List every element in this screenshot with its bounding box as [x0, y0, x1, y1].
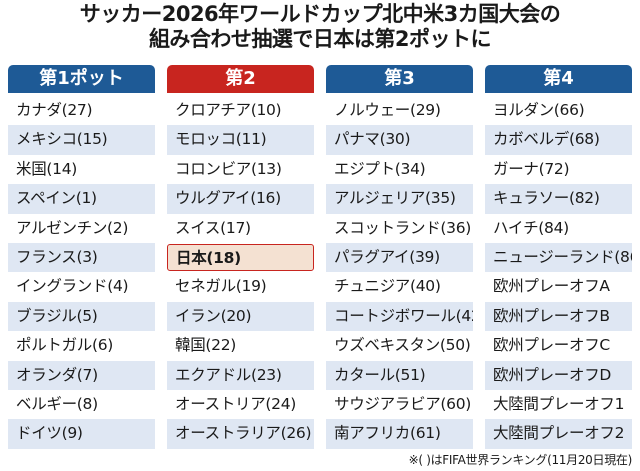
ranking-footnote: ※( )はFIFA世界ランキング(11月20日現在) [408, 453, 633, 467]
team-cell: ブラジル(5) [8, 301, 155, 332]
team-cell: 欧州プレーオフC [493, 336, 610, 355]
team-cell: アルゼンチン(2) [16, 218, 129, 237]
team-cell: ウズベキスタン(50) [334, 336, 471, 355]
team-cell: 大陸間プレーオフ1 [493, 394, 625, 413]
title-line-1: サッカー2026年ワールドカップ北中米3カ国大会の [79, 2, 561, 26]
team-cell: クロアチア(10) [175, 101, 282, 119]
team-cell: アルジェリア(35) [326, 184, 473, 214]
team-cell: ウルグアイ(16) [167, 184, 314, 214]
team-cell: コートジボワール(42) [326, 301, 473, 332]
team-cell: フランス(3) [8, 242, 155, 273]
team-cell: ガーナ(72) [493, 159, 570, 178]
team-cell: 大陸間プレーオフ2 [485, 419, 632, 449]
team-cell: ヨルダン(66) [493, 101, 585, 119]
japan-highlight-cell: 日本(18) [167, 243, 314, 272]
pot-4-header: 第4 [485, 65, 632, 93]
team-cell: ハイチ(84) [493, 218, 569, 237]
team-cell: チュニジア(40) [334, 277, 441, 296]
team-cell: 欧州プレーオフA [493, 277, 610, 296]
team-cell: カナダ(27) [16, 101, 93, 119]
team-cell: コロンビア(13) [175, 159, 282, 178]
team-cell: エジプト(34) [334, 159, 426, 178]
infographic-title: サッカー2026年ワールドカップ北中米3カ国大会の 組み合わせ抽選で日本は第2ポ… [0, 2, 640, 52]
team-cell: カボベルデ(68) [485, 125, 632, 155]
team-cell: サウジアラビア(60) [334, 394, 472, 413]
team-cell: イングランド(4) [16, 277, 129, 296]
team-cell: ドイツ(9) [8, 419, 155, 449]
team-cell: スイス(17) [175, 218, 251, 237]
pot-3-column: 第3 ノルウェー(29) パナマ(30) エジプト(34) アルジェリア(35)… [326, 65, 473, 449]
team-cell: オランダ(7) [8, 360, 155, 390]
team-cell: 欧州プレーオフD [485, 360, 632, 390]
pot-1-header: 第1ポット [8, 65, 155, 93]
pot-table: 第1ポット カナダ(27) メキシコ(15) 米国(14) スペイン(1) アル… [8, 65, 632, 449]
team-cell: スペイン(1) [8, 184, 155, 214]
pot-2-column: 第2 クロアチア(10) モロッコ(11) コロンビア(13) ウルグアイ(16… [167, 65, 314, 449]
team-cell: オーストリア(24) [175, 394, 297, 413]
team-cell: パナマ(30) [326, 125, 473, 155]
team-cell: セネガル(19) [175, 277, 267, 296]
team-cell: パラグアイ(39) [326, 242, 473, 273]
team-cell: カタール(51) [326, 360, 473, 390]
team-cell: ノルウェー(29) [334, 101, 441, 119]
team-cell: 欧州プレーオフB [485, 301, 632, 332]
team-cell: 南アフリカ(61) [326, 419, 473, 449]
team-cell: メキシコ(15) [8, 125, 155, 155]
team-cell: イラン(20) [167, 301, 314, 332]
team-cell: モロッコ(11) [167, 125, 314, 155]
pot-4-column: 第4 ヨルダン(66) カボベルデ(68) ガーナ(72) キュラソー(82) … [485, 65, 632, 449]
team-cell: 韓国(22) [175, 336, 237, 355]
team-cell: エクアドル(23) [167, 360, 314, 390]
title-line-2: 組み合わせ抽選で日本は第2ポットに [148, 27, 492, 51]
team-cell: キュラソー(82) [485, 184, 632, 214]
team-cell: スコットランド(36) [334, 218, 472, 237]
team-cell: 米国(14) [16, 159, 78, 178]
pot-1-column: 第1ポット カナダ(27) メキシコ(15) 米国(14) スペイン(1) アル… [8, 65, 155, 449]
team-cell: ベルギー(8) [16, 394, 98, 413]
team-cell: ポルトガル(6) [16, 336, 114, 355]
pot-2-header: 第2 [167, 65, 314, 93]
pot-3-header: 第3 [326, 65, 473, 93]
team-cell: オーストラリア(26) [167, 419, 314, 449]
team-cell: ニュージーランド(86) [485, 242, 632, 273]
